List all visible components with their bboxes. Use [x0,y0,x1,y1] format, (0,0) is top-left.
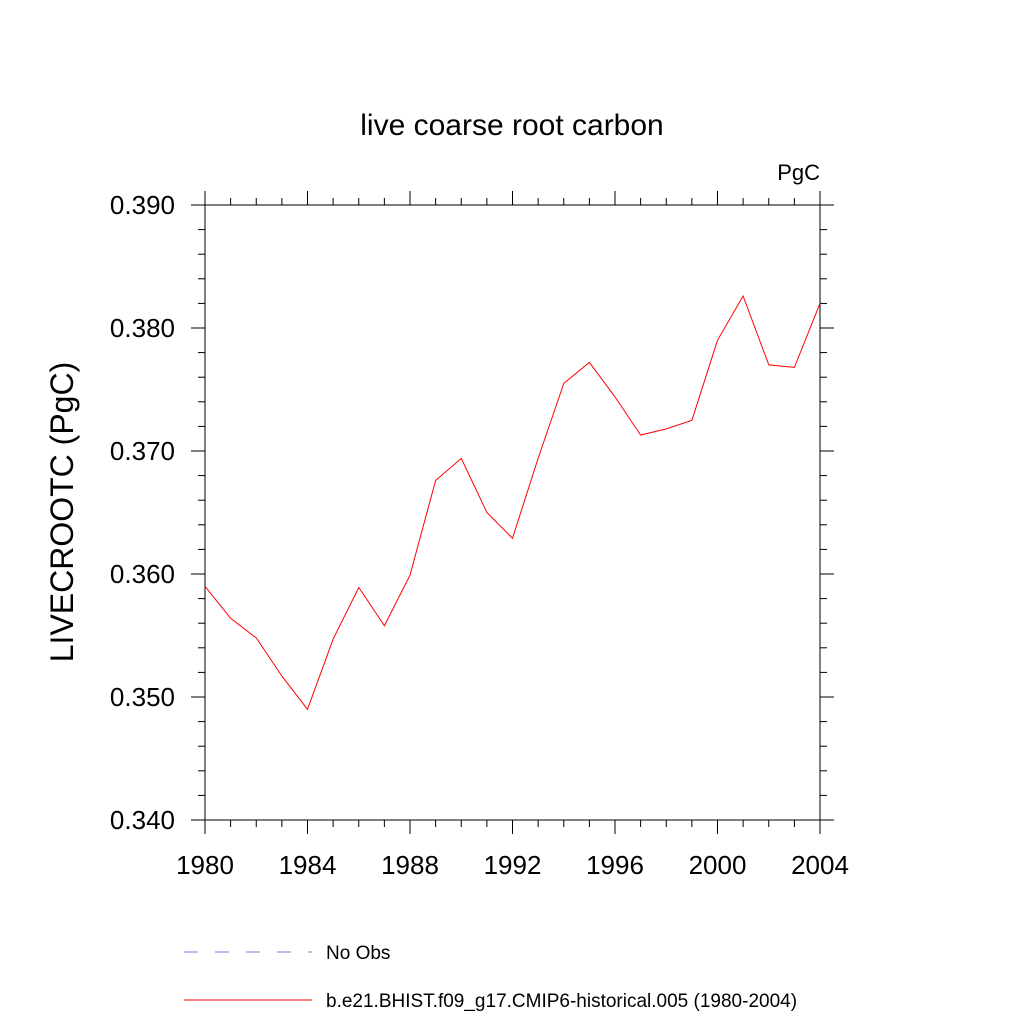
y-tick-label: 0.390 [110,190,175,220]
x-tick-label: 2004 [791,850,849,880]
data-point [255,636,258,639]
chart-title: live coarse root carbon [360,109,664,142]
legend-label: No Obs [326,943,390,964]
data-point [690,419,693,422]
data-point [229,617,232,620]
data-point [819,302,822,305]
legend-label: b.e21.BHIST.f09_g17.CMIP6-historical.005… [326,991,797,1012]
data-point [280,675,283,678]
plot-area-border [204,204,821,821]
data-point [357,586,360,589]
y-tick-label: 0.350 [110,682,175,712]
data-point [204,585,207,588]
data-point [383,624,386,627]
x-tick-label: 1996 [586,850,644,880]
x-tick-label: 1988 [381,850,439,880]
data-point [409,574,412,577]
data-point [716,339,719,342]
data-point [614,395,617,398]
data-point [742,295,745,298]
data-point [588,361,591,364]
data-point [639,434,642,437]
data-point [793,366,796,369]
data-point [767,363,770,366]
y-tick-label: 0.380 [110,313,175,343]
data-point [434,479,437,482]
data-point [537,457,540,460]
x-tick-label: 2000 [689,850,747,880]
data-point [562,382,565,385]
units-label: PgC [777,160,820,185]
data-point [511,537,514,540]
y-tick-label: 0.370 [110,436,175,466]
data-point [665,427,668,430]
y-tick-label: 0.340 [110,805,175,835]
x-tick-label: 1984 [279,850,337,880]
data-point [306,708,309,711]
x-tick-label: 1992 [484,850,542,880]
data-point [485,511,488,514]
x-tick-label: 1980 [176,850,234,880]
data-point [332,638,335,641]
series-line [204,294,821,711]
y-tick-label: 0.360 [110,559,175,589]
data-point [460,457,463,460]
y-axis-label: LIVECROOTC (PgC) [44,362,80,662]
